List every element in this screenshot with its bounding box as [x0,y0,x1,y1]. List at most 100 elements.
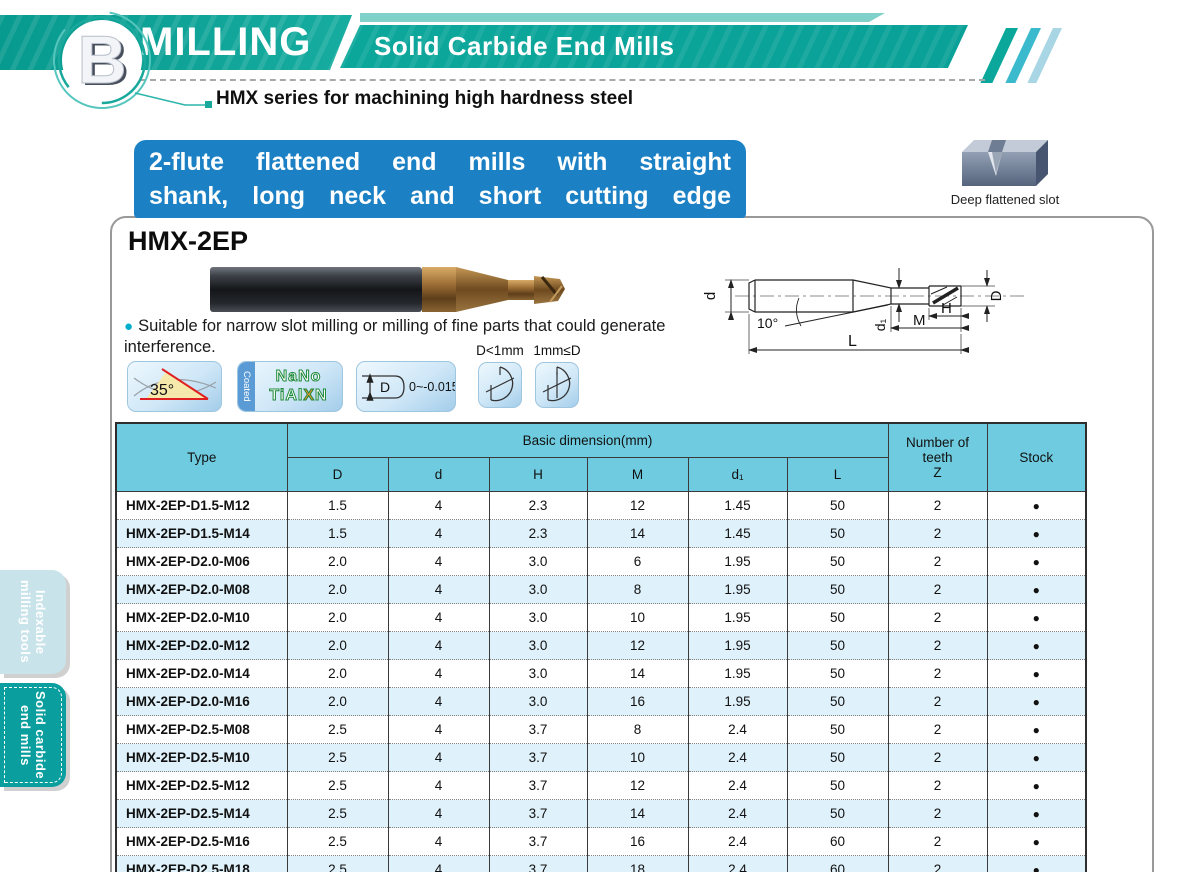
table-row: HMX-2EP-D2.5-M14 2.5 4 3.7 14 2.4 50 2 ● [115,799,1087,828]
svg-text:35°: 35° [150,382,174,399]
dimension-cell: 4 [387,631,490,660]
dimension-cell: 1.5 [286,491,389,520]
banner-line-2: shank, long neck and short cutting edge [149,182,731,210]
type-cell: HMX-2EP-D2.0-M08 [115,575,288,604]
col-header-type: Type [115,422,288,492]
sidebar-tab-solid-carbide-end-mills[interactable]: Solid carbide end mills [0,683,66,787]
type-cell: HMX-2EP-D2.0-M12 [115,631,288,660]
page-title: MILLING [140,20,312,64]
table-row: HMX-2EP-D2.5-M18 2.5 4 3.7 18 2.4 60 2 ● [115,855,1087,872]
product-description-text: Suitable for narrow slot milling or mill… [124,317,666,356]
type-cell: HMX-2EP-D2.5-M10 [115,743,288,772]
spec-table: Type Basic dimension(mm) Number of teeth… [115,422,1087,872]
svg-text:M: M [913,312,926,329]
tab-label-line: Indexable [33,589,48,655]
coating-name: NaNo TiAlXN [255,362,342,411]
spec-table-body: HMX-2EP-D1.5-M12 1.5 4 2.3 12 1.45 50 2 ● HMX-2EP… [115,491,1087,872]
dimension-cell: 1.45 [687,491,788,520]
table-row: HMX-2EP-D2.0-M16 2.0 4 3.0 16 1.95 50 2 ● [115,687,1087,716]
header-subtitle: Solid Carbide End Mills [374,31,675,61]
slot-figure-caption: Deep flattened slot [950,192,1060,207]
type-cell: HMX-2EP-D2.0-M16 [115,687,288,716]
deep-flattened-slot-icon [962,140,1048,186]
col-header-D: D [286,457,389,492]
dimension-cell: 2.5 [286,771,389,800]
col-header-L: L [786,457,889,492]
svg-text:d: d [702,292,719,300]
stock-dot: ● [986,547,1087,576]
helix-angle-icon: 35° [127,361,222,412]
end-mill-photo [210,267,565,312]
large-diameter-label: 1mm≤D [533,343,581,358]
dimension-cell: 3.0 [488,575,588,604]
banner-line-1: 2-flute flattened end mills with straigh… [149,148,731,176]
type-cell: HMX-2EP-D2.5-M12 [115,771,288,800]
svg-text:D: D [380,379,390,395]
stock-dot: ● [986,827,1087,856]
stock-dot: ● [986,715,1087,744]
dimension-diagram: d 10° d₁ H M L D [702,268,1025,354]
table-row: HMX-2EP-D1.5-M12 1.5 4 2.3 12 1.45 50 2 ● [115,491,1087,520]
dimension-cell: 4 [387,687,490,716]
dimension-cell: 2.0 [286,631,389,660]
coating-line-2: TiAlXN [269,387,328,405]
dimension-cell: 2.0 [286,603,389,632]
dimension-cell: 2.4 [687,771,788,800]
dimension-cell: 10 [586,603,689,632]
dimension-cell: 1.95 [687,603,788,632]
header-top-stripe [360,13,885,22]
dimension-cell: 2 [887,547,988,576]
dimension-cell: 50 [786,715,889,744]
bullet-dot-icon: ● [124,318,134,335]
dimension-cell: 2.5 [286,855,389,872]
dimension-cell: 2.5 [286,715,389,744]
stock-dot: ● [986,575,1087,604]
type-cell: HMX-2EP-D2.0-M06 [115,547,288,576]
tab-label-line: milling tools [18,580,33,664]
dimension-cell: 3.0 [488,631,588,660]
dimension-cell: 2 [887,659,988,688]
dimension-cell: 50 [786,743,889,772]
dimension-cell: 60 [786,855,889,872]
dimension-cell: 2.3 [488,519,588,548]
dimension-cell: 18 [586,855,689,872]
dimension-cell: 2 [887,631,988,660]
dimension-cell: 2.4 [687,827,788,856]
sidebar-tab-indexable-milling-tools[interactable]: Indexable milling tools [0,570,66,674]
dimension-cell: 2 [887,743,988,772]
svg-text:D: D [988,290,1005,301]
table-row: HMX-2EP-D2.0-M10 2.0 4 3.0 10 1.95 50 2 ● [115,603,1087,632]
dimension-cell: 2.4 [687,799,788,828]
dimension-cell: 3.7 [488,743,588,772]
dimension-cell: 4 [387,491,490,520]
dimension-cell: 16 [586,687,689,716]
dimension-cell: 4 [387,575,490,604]
dimension-cell: 6 [586,547,689,576]
table-row: HMX-2EP-D2.5-M12 2.5 4 3.7 12 2.4 50 2 ● [115,771,1087,800]
dimension-cell: 1.95 [687,631,788,660]
tab-label-line: Solid carbide [33,690,48,780]
stock-dot: ● [986,771,1087,800]
coated-label: Coated [238,362,255,411]
dimension-cell: 2.0 [286,547,389,576]
col-header-stock: Stock [986,422,1087,492]
product-banner: 2-flute flattened end mills with straigh… [134,140,746,218]
tolerance-icon: D 0~-0.015 [356,361,459,412]
dimension-cell: 2.0 [286,575,389,604]
flute-end-view-small-icon [478,362,522,408]
col-group-basic-dimension: Basic dimension(mm) [286,422,889,458]
dimension-cell: 10 [586,743,689,772]
dimension-cell: 2.4 [687,743,788,772]
product-description: ● Suitable for narrow slot milling or mil… [124,316,712,358]
flute-end-view-large-icon [535,362,579,408]
svg-text:H: H [941,300,952,317]
dimension-cell: 8 [586,715,689,744]
dimension-cell: 4 [387,855,490,872]
dimension-cell: 3.7 [488,827,588,856]
dimension-cell: 3.0 [488,659,588,688]
stock-dot: ● [986,631,1087,660]
dimension-cell: 14 [586,799,689,828]
dimension-cell: 4 [387,659,490,688]
dimension-cell: 4 [387,715,490,744]
dimension-cell: 1.95 [687,659,788,688]
